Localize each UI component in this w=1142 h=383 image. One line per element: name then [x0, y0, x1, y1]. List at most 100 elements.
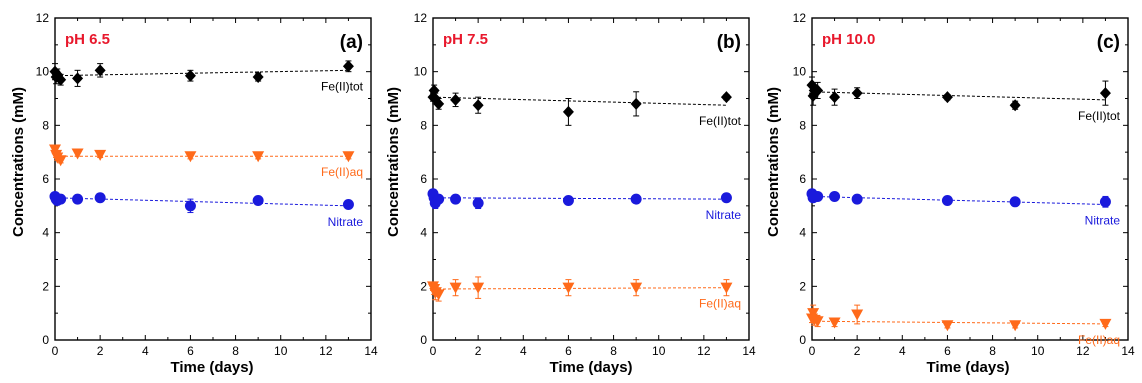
data-point [450, 193, 462, 205]
series-fe-ii-aq: Fe(II)aq [806, 304, 1120, 347]
panel-label: (b) [717, 32, 741, 53]
x-tick-label: 0 [809, 344, 816, 358]
x-tick-label: 6 [565, 344, 572, 358]
data-point [184, 69, 196, 82]
panel-a: Concentrations (mM) Time (days) 0 2 4 6 8 10 1… [10, 11, 378, 376]
x-tick-label: 8 [989, 344, 996, 358]
series-nitrate: Nitrate [49, 190, 363, 229]
x-axis-title: Time (days) [170, 359, 253, 376]
data-point [54, 155, 67, 167]
data-point [828, 317, 841, 329]
x-tick-label: 10 [652, 344, 666, 358]
y-axis-title: Concentrations (mM) [385, 87, 402, 237]
series-label: Fe(II)tot [699, 114, 742, 128]
data-point [94, 192, 106, 204]
fit-line [432, 197, 727, 200]
series-label: Fe(II)aq [321, 165, 363, 179]
data-point [472, 197, 484, 209]
x-tick-label: 8 [610, 344, 617, 358]
x-tick-label: 0 [430, 344, 437, 358]
fit-line [811, 195, 1106, 205]
fit-line [54, 69, 349, 77]
x-tick-label: 4 [520, 344, 527, 358]
data-point [252, 194, 264, 206]
data-point [252, 71, 264, 84]
x-tick-label: 2 [97, 344, 104, 358]
x-tick-label: 0 [52, 344, 59, 358]
data-point [812, 84, 824, 97]
data-point [851, 193, 863, 205]
data-point [1009, 196, 1021, 208]
data-point [851, 87, 863, 100]
data-point [807, 308, 820, 320]
x-tick-label: 2 [854, 344, 861, 358]
data-point [450, 93, 462, 106]
data-point [720, 192, 732, 204]
data-point [433, 97, 445, 110]
plot-frame [432, 17, 750, 341]
y-tick-label: 2 [420, 279, 427, 293]
data-point [941, 320, 954, 332]
data-point [720, 91, 732, 104]
data-point [184, 151, 197, 163]
data-point [71, 148, 84, 160]
data-point [433, 193, 445, 205]
series-label: Fe(II)aq [699, 297, 741, 311]
y-tick-label: 12 [793, 11, 807, 25]
data-point [811, 316, 824, 328]
series-label: Fe(II)tot [1078, 109, 1121, 123]
panel-c: Concentrations (mM) Time (days) 0 2 4 6 8 10 1… [765, 11, 1135, 376]
x-tick-label: 4 [142, 344, 149, 358]
data-point [342, 60, 354, 73]
data-point [630, 97, 642, 110]
y-tick-label: 8 [420, 118, 427, 132]
data-point [472, 99, 484, 112]
x-tick-label: 14 [1121, 344, 1135, 358]
series-label: Nitrate [1085, 213, 1121, 227]
data-point [562, 105, 574, 118]
data-point [55, 193, 67, 205]
y-tick-label: 8 [799, 118, 806, 132]
x-tick-label: 10 [274, 344, 288, 358]
data-point [55, 73, 67, 86]
data-point [720, 282, 733, 294]
y-tick-label: 2 [42, 279, 49, 293]
panel-label: (a) [340, 32, 363, 53]
panel-label: (c) [1097, 32, 1120, 53]
y-tick-label: 6 [420, 172, 427, 186]
data-point [941, 91, 953, 104]
series-label: Nitrate [706, 208, 742, 222]
data-point [252, 151, 265, 163]
data-point [472, 282, 485, 294]
data-point [184, 200, 196, 212]
plot-area-a: 0 2 4 6 8 10 12 14 0 2 4 6 8 10 12 pH 6.5 (a) Fe(II)tot Fe… [36, 11, 378, 358]
data-point [1099, 318, 1112, 330]
ph-label: pH 10.0 [822, 31, 875, 48]
x-tick-label: 12 [1076, 344, 1090, 358]
y-tick-label: 0 [42, 333, 49, 347]
fit-line [54, 197, 349, 207]
data-point [342, 151, 355, 163]
data-point [94, 64, 106, 77]
data-point [562, 282, 575, 294]
fit-line [811, 91, 1106, 101]
data-point [812, 190, 824, 202]
data-point [72, 193, 84, 205]
data-point [829, 190, 841, 202]
data-point [72, 72, 84, 85]
y-axis-title: Concentrations (mM) [10, 87, 27, 237]
plot-area-c: 0 2 4 6 8 10 12 14 0 2 4 6 8 10 12 pH 10.0 (c) Fe(II)tot N… [793, 11, 1135, 358]
plot-area-b: 0 2 4 6 8 10 12 14 0 2 4 6 8 10 12 pH 7.5 (b) Fe(II)tot Ni… [414, 11, 756, 358]
fit-line [811, 320, 1106, 325]
panel-b: Concentrations (mM) Time (days) 0 2 4 6 8 10 1… [385, 11, 756, 376]
data-point [829, 91, 841, 104]
y-tick-label: 4 [42, 226, 49, 240]
data-point [630, 282, 643, 294]
y-tick-label: 6 [42, 172, 49, 186]
x-tick-label: 4 [899, 344, 906, 358]
ph-label: pH 7.5 [443, 31, 488, 48]
y-tick-label: 12 [414, 11, 428, 25]
plot-frame [811, 17, 1129, 341]
x-tick-label: 12 [319, 344, 333, 358]
